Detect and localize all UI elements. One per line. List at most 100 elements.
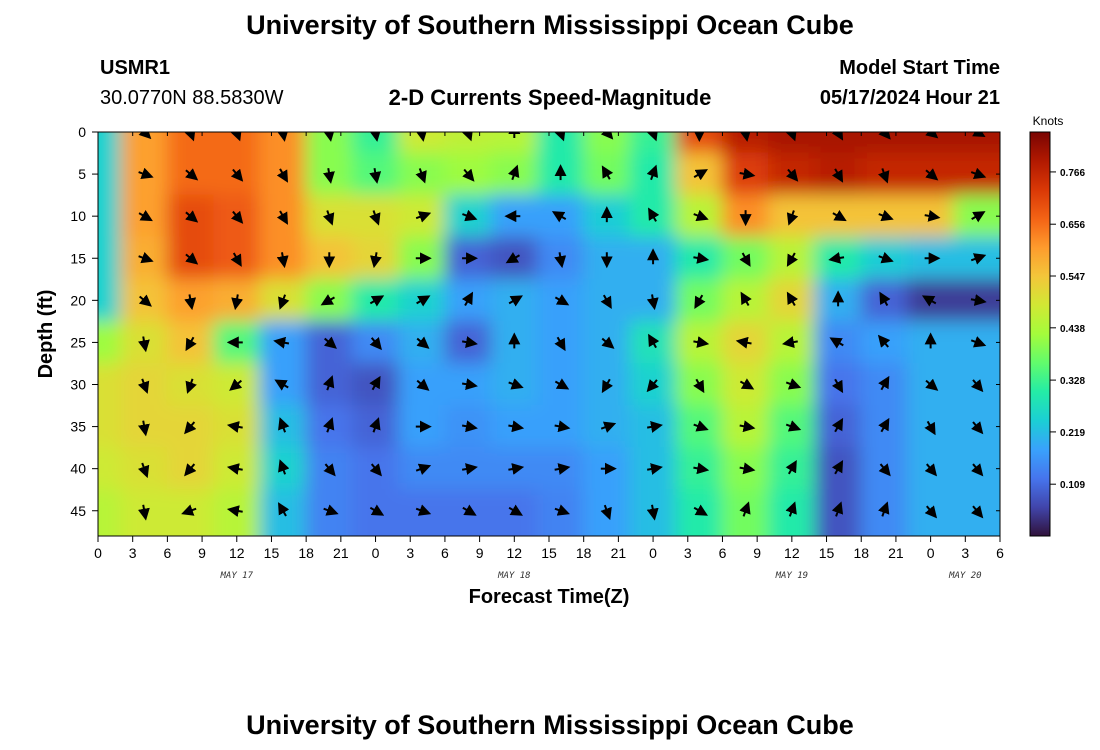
current-arrow — [924, 420, 936, 436]
current-arrow — [184, 294, 197, 311]
heatmap-cell — [398, 522, 446, 536]
heatmap-cell — [305, 522, 353, 536]
current-arrow — [646, 164, 659, 181]
current-arrow — [461, 420, 478, 433]
current-arrow — [461, 378, 478, 391]
current-arrow — [877, 334, 891, 348]
current-arrow — [138, 504, 150, 521]
current-arrow — [925, 132, 939, 139]
heatmap-cell — [987, 236, 1000, 280]
heatmap-cell — [953, 522, 989, 536]
current-arrow — [646, 379, 659, 393]
current-arrow — [369, 504, 385, 516]
current-vectors — [137, 132, 987, 521]
current-arrow — [921, 295, 937, 307]
current-arrow — [369, 168, 382, 184]
heatmap-cell — [721, 522, 770, 536]
x-date-label: MAY 19 — [775, 571, 809, 581]
current-arrow — [226, 463, 243, 475]
x-tick-label: 9 — [753, 545, 761, 561]
current-arrow — [693, 251, 710, 264]
speed-heatmap — [98, 132, 1000, 536]
heatmap-cell — [536, 522, 585, 536]
heatmap-cell — [490, 132, 538, 154]
model-start-time: 05/17/2024 Hour 21 — [819, 87, 1000, 109]
current-arrow — [831, 132, 844, 141]
heatmap-cell — [987, 320, 1000, 364]
heatmap-cell — [953, 194, 989, 238]
heatmap-cell — [536, 489, 585, 524]
current-arrow — [693, 209, 709, 222]
current-arrow — [601, 378, 614, 394]
current-arrow — [828, 251, 845, 264]
current-arrow — [554, 132, 566, 142]
current-arrow — [970, 421, 984, 435]
x-tick-label: 18 — [576, 545, 592, 561]
current-arrow — [508, 463, 525, 475]
current-arrow — [785, 460, 797, 475]
current-arrow — [416, 336, 430, 349]
current-arrow — [323, 463, 336, 477]
heatmap-cell — [98, 152, 122, 196]
heatmap-cell — [398, 132, 446, 154]
current-arrow — [138, 209, 153, 222]
heatmap-cell — [213, 522, 261, 536]
current-arrow — [185, 168, 199, 181]
heatmap-cell — [953, 447, 989, 491]
current-arrow — [416, 295, 431, 307]
current-arrow — [462, 209, 478, 222]
heatmap-cell — [675, 132, 723, 154]
current-arrow — [323, 132, 335, 142]
current-arrow — [693, 420, 709, 432]
current-arrow — [415, 168, 427, 184]
page-title-top: University of Southern Mississippi Ocean… — [246, 10, 854, 40]
current-arrow — [739, 462, 756, 475]
current-arrow — [278, 294, 290, 310]
current-arrow — [878, 375, 890, 391]
heatmap-cell — [490, 489, 538, 524]
heatmap-cell — [490, 522, 538, 536]
current-arrow — [415, 463, 432, 475]
current-arrow — [462, 168, 475, 182]
x-date-label: MAY 18 — [497, 571, 531, 581]
y-tick-label: 25 — [70, 334, 86, 350]
heatmap-cell — [906, 132, 955, 154]
heatmap-cell — [768, 132, 816, 154]
heatmap-cell — [98, 236, 122, 280]
station-coordinates: 30.0770N 88.5830W — [100, 87, 284, 109]
current-arrow — [369, 252, 382, 269]
x-tick-label: 6 — [441, 545, 449, 561]
current-arrow — [230, 210, 244, 224]
heatmap-cell — [305, 132, 353, 154]
current-arrow — [230, 252, 242, 267]
current-arrow — [181, 504, 197, 516]
heatmap-cell — [987, 132, 1000, 154]
x-tick-label: 6 — [163, 545, 171, 561]
colorbar-tick-label: 0.109 — [1060, 480, 1085, 491]
heatmap-cell — [953, 236, 989, 280]
current-arrow — [138, 251, 154, 264]
station-id: USMR1 — [100, 57, 171, 79]
current-arrow — [461, 291, 474, 307]
current-arrow — [785, 168, 799, 182]
current-arrow — [505, 252, 521, 264]
current-arrow — [831, 460, 844, 475]
current-arrow — [320, 294, 335, 306]
heatmap-cell — [305, 489, 353, 524]
heatmap-cell — [213, 489, 261, 524]
heatmap-cell — [444, 522, 492, 536]
current-arrow — [554, 378, 570, 390]
current-arrow — [278, 459, 290, 475]
current-arrow — [138, 167, 154, 180]
heatmap-cell — [444, 489, 492, 524]
heatmap-cell — [98, 278, 122, 322]
x-tick-label: 0 — [927, 545, 935, 561]
current-arrow — [601, 165, 614, 180]
x-tick-label: 9 — [198, 545, 206, 561]
heatmap-cell — [987, 522, 1000, 536]
current-arrow — [646, 504, 659, 521]
current-arrow — [878, 209, 894, 222]
current-arrow — [369, 210, 381, 226]
heatmap-cell — [98, 489, 122, 524]
current-arrow — [739, 420, 756, 433]
